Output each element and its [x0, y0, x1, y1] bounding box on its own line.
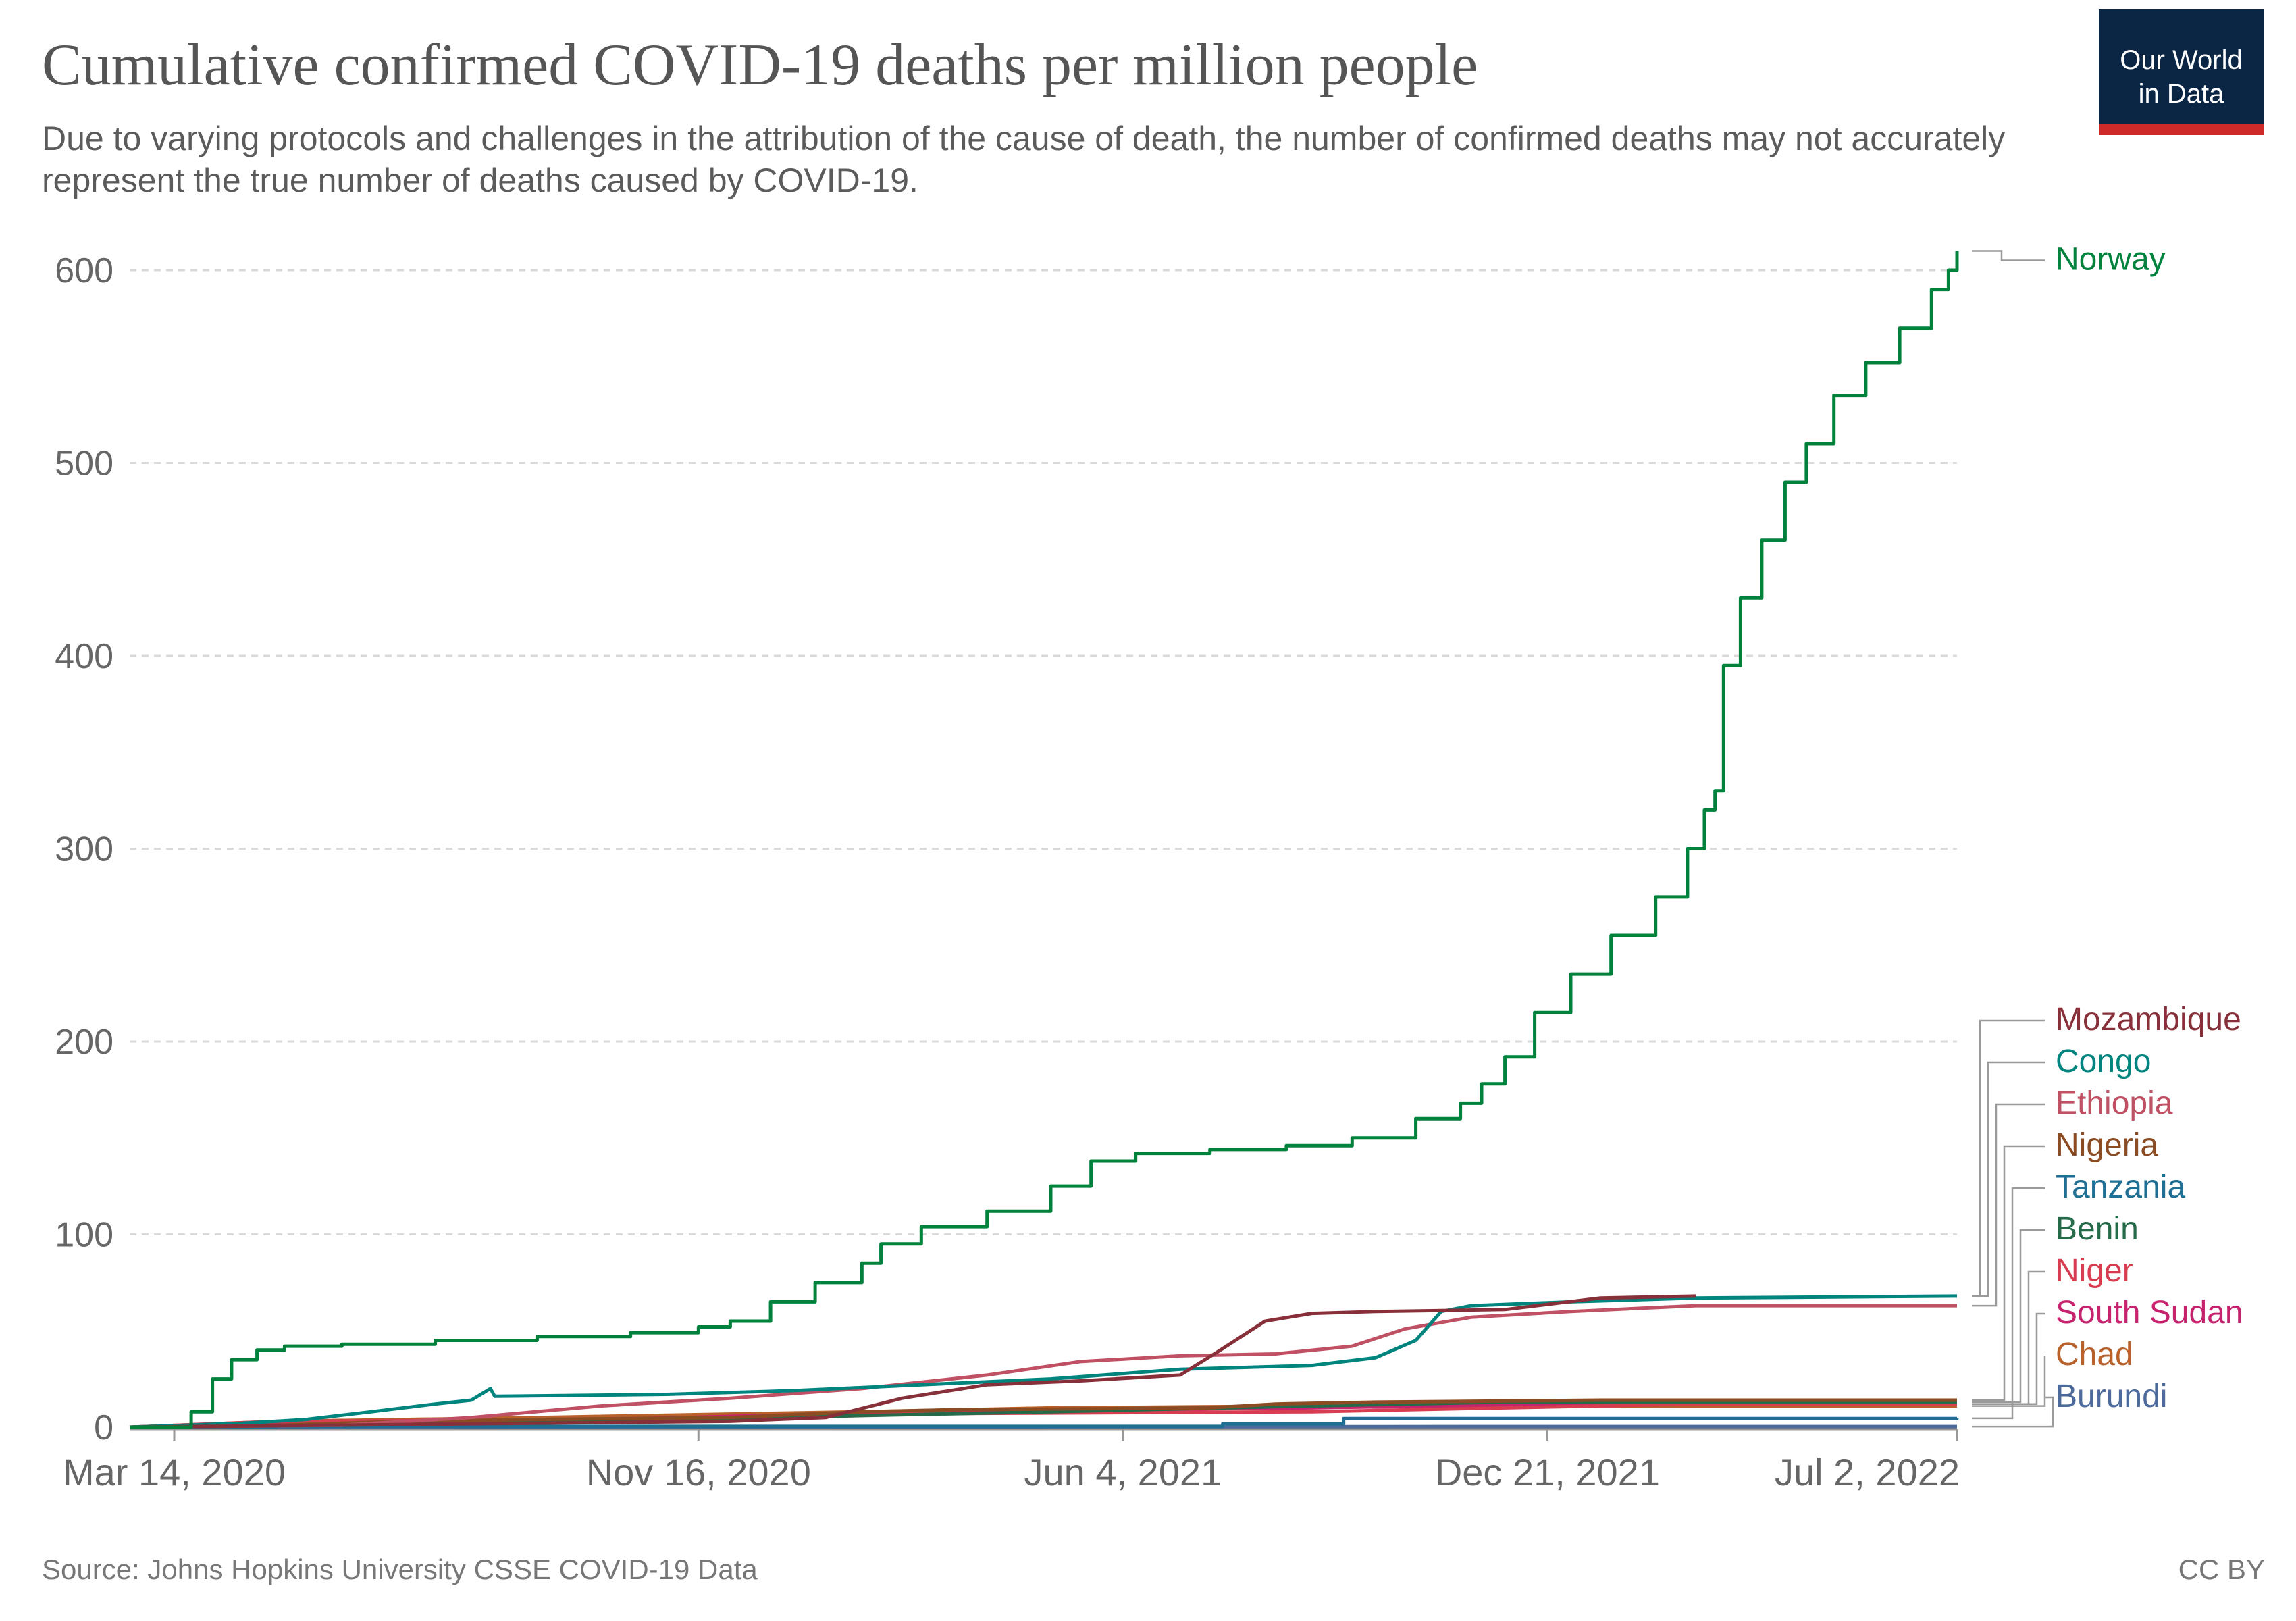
series-label-chad[interactable]: Chad: [2056, 1337, 2133, 1372]
label-connector: [1972, 1187, 2045, 1420]
series-line-norway[interactable]: [130, 251, 1959, 1429]
x-tick-label: Mar 14, 2020: [63, 1451, 286, 1493]
series-label-south-sudan[interactable]: South Sudan: [2056, 1295, 2243, 1331]
logo-text: Our World in Data: [2120, 45, 2243, 109]
series-line-ethiopia[interactable]: [129, 1304, 1957, 1429]
y-axis: 0 100 200 300 400 500 600: [55, 251, 113, 1447]
label-connector: [1972, 1396, 2054, 1428]
label-connector: [1972, 1270, 2045, 1405]
label-connector: [1972, 1145, 2045, 1401]
label-connector: [1972, 1312, 2045, 1405]
label-connector: [1972, 1061, 2045, 1297]
series-label-nigeria[interactable]: Nigeria: [2056, 1127, 2158, 1163]
x-tick-label: Jun 4, 2021: [1024, 1451, 1222, 1493]
y-tick-label: 600: [55, 251, 113, 290]
label-connector: [1972, 1103, 2045, 1307]
y-tick-label: 200: [55, 1023, 113, 1062]
series-label-niger[interactable]: Niger: [2056, 1253, 2133, 1289]
chart-title: Cumulative confirmed COVID-19 deaths per…: [42, 32, 1478, 98]
y-tick-label: 500: [55, 444, 113, 484]
chart-subtitle: Due to varying protocols and challenges …: [42, 120, 2006, 199]
series-label-benin[interactable]: Benin: [2056, 1211, 2139, 1247]
y-tick-label: 300: [55, 830, 113, 869]
series-label-ethiopia[interactable]: Ethiopia: [2056, 1085, 2173, 1121]
series-label-mozambique[interactable]: Mozambique: [2056, 1002, 2241, 1037]
series-label-burundi[interactable]: Burundi: [2056, 1379, 2167, 1414]
series-labels: Norway Mozambique Congo Ethiopia Nigeria Tanz…: [1972, 241, 2243, 1428]
series-label-norway[interactable]: Norway: [2056, 241, 2166, 277]
y-tick-label: 0: [94, 1408, 113, 1447]
source-note: Source: Johns Hopkins University CSSE CO…: [42, 1553, 758, 1585]
x-axis: Mar 14, 2020 Nov 16, 2020 Jun 4, 2021 Dec 2…: [63, 1428, 1960, 1493]
label-connector: [1972, 1356, 2046, 1407]
y-tick-label: 100: [55, 1216, 113, 1255]
series-line-mozambique[interactable]: [129, 1294, 1696, 1429]
x-tick-label: Nov 16, 2020: [586, 1451, 811, 1493]
series-label-congo[interactable]: Congo: [2056, 1044, 2151, 1079]
gridlines: [130, 269, 1957, 1235]
label-connector: [1972, 250, 2045, 261]
label-connector: [1972, 1229, 2045, 1404]
y-tick-label: 400: [55, 637, 113, 676]
owid-logo[interactable]: Our World in Data: [2099, 9, 2264, 135]
series-label-tanzania[interactable]: Tanzania: [2056, 1169, 2185, 1205]
x-tick-label: Jul 2, 2022: [1775, 1451, 1960, 1493]
logo-accent-bar: [2099, 124, 2264, 135]
series-lines: [129, 251, 1959, 1429]
x-tick-label: Dec 21, 2021: [1435, 1451, 1660, 1493]
license-link[interactable]: CC BY: [2178, 1553, 2265, 1585]
series-line-congo[interactable]: [129, 1294, 1958, 1429]
